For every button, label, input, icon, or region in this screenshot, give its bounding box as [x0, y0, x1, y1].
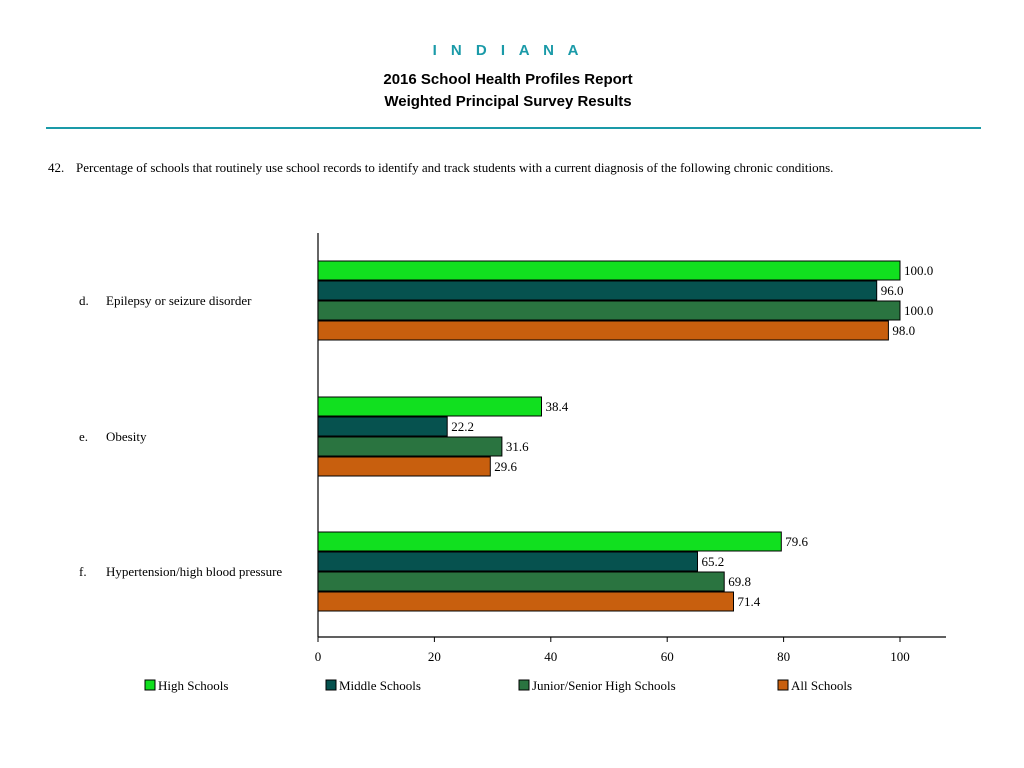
state-name: I N D I A N A	[432, 42, 584, 59]
legend-swatch	[777, 679, 789, 691]
x-tick-label: 20	[428, 649, 441, 664]
legend-label: Junior/Senior High Schools	[532, 678, 676, 693]
bar-value-label: 22.2	[451, 419, 474, 434]
header-divider	[46, 127, 981, 129]
bar	[317, 416, 448, 437]
report-subtitle: Weighted Principal Survey Results	[384, 93, 632, 110]
bar	[317, 456, 491, 477]
legend-swatch	[518, 679, 530, 691]
bar	[317, 436, 503, 457]
bar-value-label: 69.8	[728, 574, 751, 589]
question-text: 42. Percentage of schools that routinely …	[48, 160, 998, 176]
bar-value-label: 96.0	[881, 283, 904, 298]
bar	[317, 571, 725, 592]
category-letter: d.	[79, 293, 89, 308]
bar-value-label: 100.0	[904, 263, 933, 278]
category-label: Obesity	[106, 429, 147, 444]
bar	[317, 551, 698, 572]
category-letter: e.	[79, 429, 88, 444]
bar	[317, 320, 889, 341]
bar-value-label: 31.6	[506, 439, 529, 454]
legend-label: All Schools	[791, 678, 852, 693]
bar-value-label: 100.0	[904, 303, 933, 318]
x-tick-label: 80	[777, 649, 790, 664]
x-tick-label: 100	[890, 649, 910, 664]
category-label: Epilepsy or seizure disorder	[106, 293, 252, 308]
report-title: 2016 School Health Profiles Report	[383, 71, 633, 88]
legend-label: Middle Schools	[339, 678, 421, 693]
bar	[317, 300, 901, 321]
category-label: Hypertension/high blood pressure	[106, 564, 282, 579]
legend-swatch	[325, 679, 337, 691]
legend-label: High Schools	[158, 678, 228, 693]
x-tick-label: 40	[544, 649, 557, 664]
category-letter: f.	[79, 564, 87, 579]
bar	[317, 591, 734, 612]
x-tick-label: 0	[315, 649, 322, 664]
bar	[317, 531, 782, 552]
bar-value-label: 38.4	[545, 399, 568, 414]
x-tick-label: 60	[661, 649, 674, 664]
bar	[317, 396, 542, 417]
bar-value-label: 71.4	[738, 594, 761, 609]
bar	[317, 260, 901, 281]
bar	[317, 280, 878, 301]
bar-value-label: 98.0	[892, 323, 915, 338]
legend-swatch	[144, 679, 156, 691]
question-body: Percentage of schools that routinely use…	[76, 160, 834, 175]
bar-value-label: 65.2	[701, 554, 724, 569]
bar-value-label: 79.6	[785, 534, 808, 549]
bar-value-label: 29.6	[494, 459, 517, 474]
question-number: 42.	[48, 160, 65, 175]
